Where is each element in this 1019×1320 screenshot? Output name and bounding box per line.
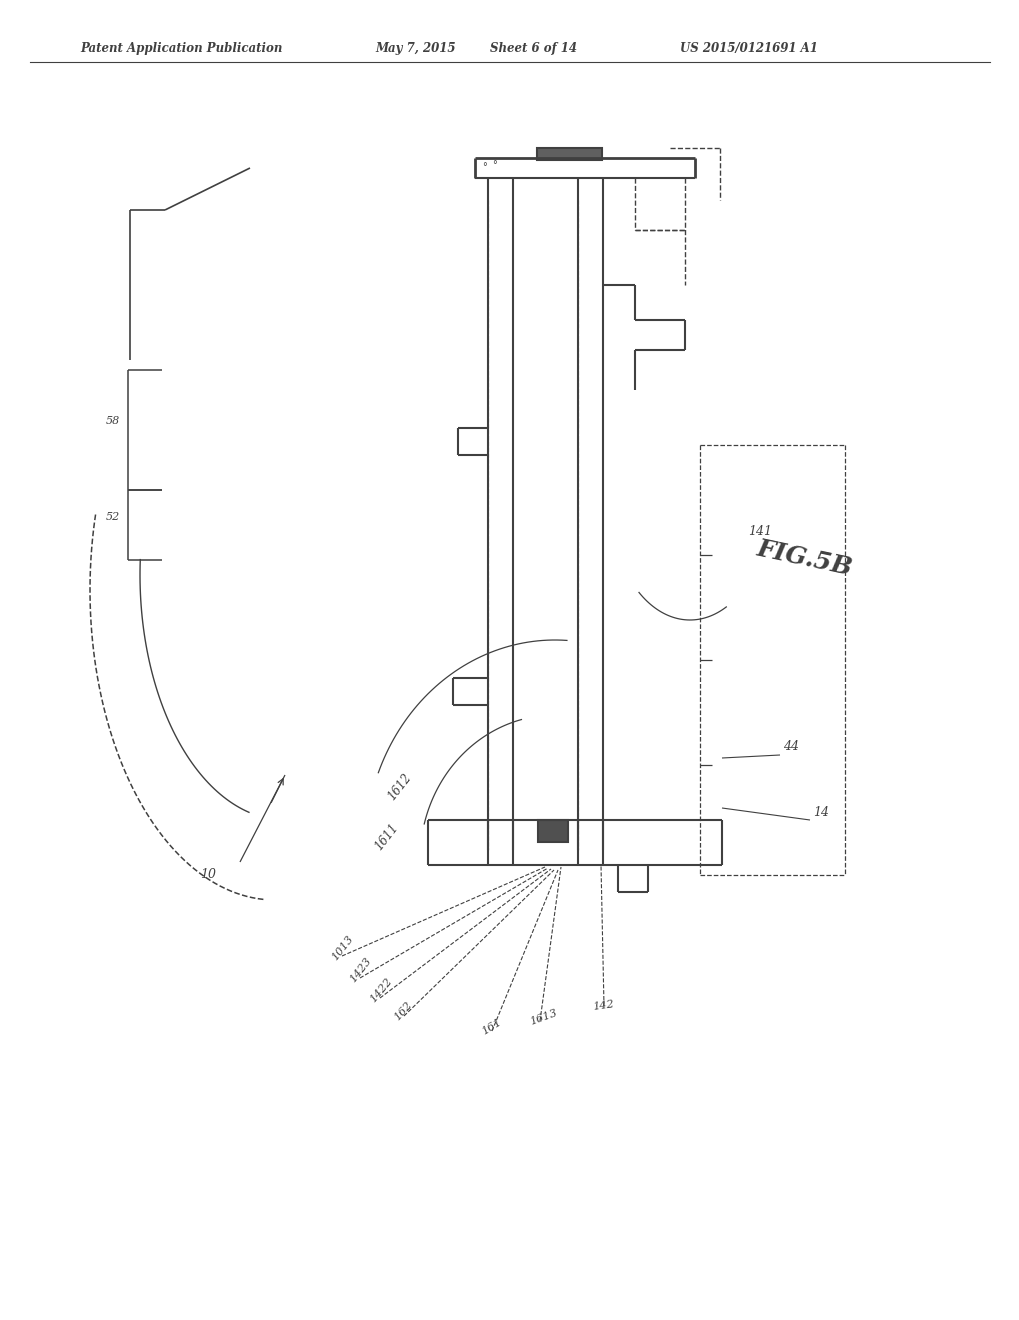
Text: 1611: 1611 bbox=[372, 821, 400, 853]
Text: 44: 44 bbox=[783, 741, 798, 752]
Bar bbox=[536, 148, 601, 160]
Bar bbox=[537, 820, 568, 842]
Text: 52: 52 bbox=[106, 512, 120, 521]
Text: FIG.5B: FIG.5B bbox=[754, 536, 854, 579]
Text: US 2015/0121691 A1: US 2015/0121691 A1 bbox=[680, 42, 817, 55]
Text: 1422: 1422 bbox=[368, 975, 393, 1005]
Text: May 7, 2015: May 7, 2015 bbox=[375, 42, 455, 55]
Text: 58: 58 bbox=[106, 416, 120, 426]
Text: 1013: 1013 bbox=[330, 933, 355, 962]
Text: 1613: 1613 bbox=[528, 1008, 557, 1027]
Text: 142: 142 bbox=[591, 999, 614, 1012]
Text: Patent Application Publication: Patent Application Publication bbox=[79, 42, 282, 55]
Text: 1423: 1423 bbox=[347, 956, 373, 983]
Text: °: ° bbox=[482, 162, 486, 172]
Text: 14: 14 bbox=[812, 807, 828, 818]
Text: 161: 161 bbox=[480, 1018, 503, 1038]
Text: 1612: 1612 bbox=[384, 771, 414, 803]
Text: 10: 10 bbox=[200, 869, 216, 880]
Text: 162: 162 bbox=[391, 999, 414, 1022]
Text: Sheet 6 of 14: Sheet 6 of 14 bbox=[489, 42, 577, 55]
Text: 141: 141 bbox=[747, 525, 771, 539]
Text: °: ° bbox=[491, 160, 496, 170]
